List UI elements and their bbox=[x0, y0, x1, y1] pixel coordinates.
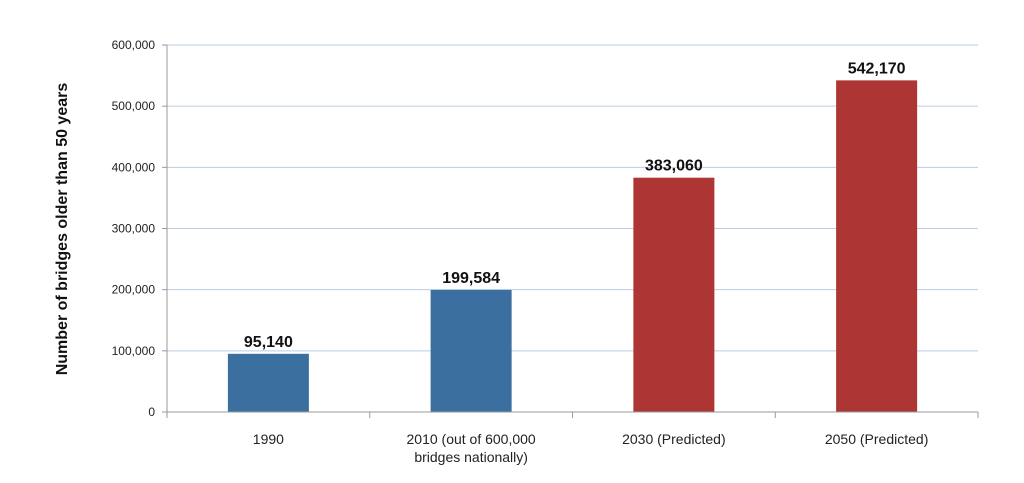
data-label: 383,060 bbox=[645, 158, 703, 175]
axes bbox=[162, 44, 979, 418]
bar bbox=[633, 177, 715, 412]
x-tick-label: 2010 (out of 600,000 bridges nationally) bbox=[407, 431, 536, 465]
y-tick-label: 600,000 bbox=[112, 38, 156, 52]
bar bbox=[227, 353, 309, 412]
y-tick-label: 0 bbox=[148, 405, 155, 419]
x-tick-label: 1990 bbox=[253, 431, 284, 447]
y-tick-label: 200,000 bbox=[112, 283, 156, 297]
y-tick-label: 300,000 bbox=[112, 222, 156, 236]
data-label: 199,584 bbox=[442, 270, 500, 287]
y-axis-title-group: Number of bridges older than 50 years bbox=[54, 83, 71, 376]
data-label: 95,140 bbox=[244, 334, 293, 351]
x-tick-label: 2050 (Predicted) bbox=[825, 431, 929, 447]
bar bbox=[430, 289, 512, 412]
x-tick-label-line: bridges nationally) bbox=[414, 449, 528, 465]
y-tick-label: 400,000 bbox=[112, 160, 156, 174]
data-labels: 95,140 199,584 383,060 542,170 bbox=[244, 60, 906, 350]
y-tick-labels: 0 100,000 200,000 300,000 400,000 500,000 600,… bbox=[112, 38, 156, 419]
category-labels: 1990 2010 (out of 600,000 bridges national… bbox=[253, 431, 929, 465]
y-tick-label: 500,000 bbox=[112, 99, 156, 113]
x-tick-label-line: 2030 (Predicted) bbox=[622, 431, 726, 447]
bars bbox=[227, 80, 918, 412]
bar bbox=[836, 80, 918, 412]
x-tick-label-line: 2010 (out of 600,000 bbox=[407, 431, 536, 447]
x-tick-label-line: 2050 (Predicted) bbox=[825, 431, 929, 447]
data-label: 542,170 bbox=[848, 60, 906, 77]
x-tick-label-line: 1990 bbox=[253, 431, 284, 447]
x-tick-label: 2030 (Predicted) bbox=[622, 431, 726, 447]
y-tick-label: 100,000 bbox=[112, 344, 156, 358]
y-axis-title: Number of bridges older than 50 years bbox=[54, 83, 71, 376]
